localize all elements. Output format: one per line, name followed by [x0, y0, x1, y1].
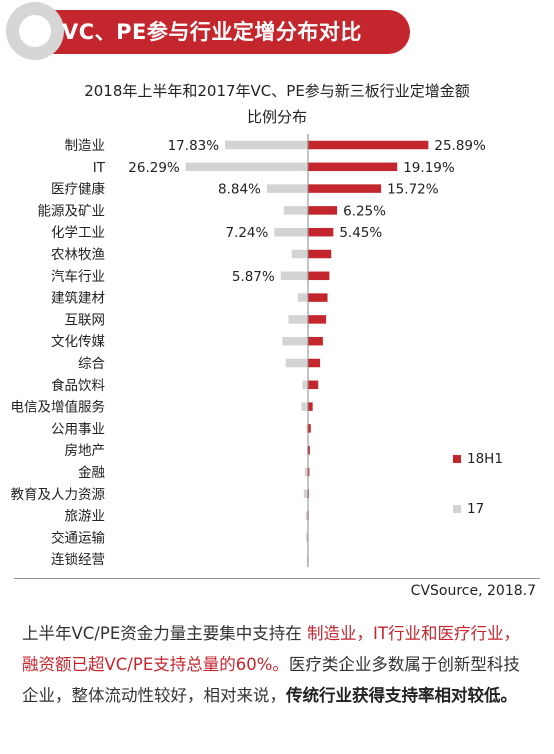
bar-2017	[285, 358, 308, 368]
bar-18h1	[308, 380, 319, 390]
category-label: 公用事业	[51, 421, 105, 437]
bar-2017	[274, 227, 308, 237]
data-label-18h1: 19.19%	[403, 160, 455, 176]
bar-2017	[225, 140, 308, 150]
bar-18h1	[308, 358, 321, 368]
source-note: CVSource, 2018.7	[410, 583, 536, 599]
legend-18h1-label: 18H1	[467, 451, 503, 467]
bar-2017	[280, 271, 308, 281]
bar-2017	[302, 380, 308, 390]
bar-18h1	[308, 271, 330, 281]
legend-2017-label: 17	[467, 501, 484, 517]
category-label: 农林牧渔	[51, 247, 105, 263]
bar-18h1	[308, 140, 429, 150]
category-label: 旅游业	[65, 509, 106, 525]
chart-title-line-2: 比例分布	[246, 108, 307, 126]
bar-2017	[301, 402, 308, 411]
legend-18h1-swatch	[453, 455, 461, 463]
bar-2017	[288, 315, 308, 324]
bar-18h1	[308, 206, 338, 215]
bar-2017	[297, 293, 308, 302]
category-label: 能源及矿业	[38, 203, 106, 219]
category-label: 食品饮料	[51, 377, 105, 394]
bar-18h1	[308, 402, 313, 411]
legend-2017-swatch	[453, 505, 461, 513]
bar-18h1	[308, 293, 328, 302]
bar-18h1	[308, 315, 327, 324]
bar-18h1	[308, 249, 332, 259]
category-label: 建筑建材	[51, 291, 105, 307]
data-label-2017: 26.29%	[128, 160, 180, 176]
bar-18h1	[308, 424, 311, 433]
butterfly-bar-chart: 制造业 17.83% 25.89% IT 26.29% 19.19% 医疗健康 8.84% 15…	[11, 134, 503, 568]
bar-2017	[305, 511, 308, 520]
category-label: 化学工业	[51, 225, 105, 241]
category-label: 互联网	[65, 312, 106, 328]
category-label: 金融	[78, 465, 105, 481]
category-label: 综合	[78, 356, 105, 372]
category-label: 教育及人力资源	[11, 487, 106, 503]
bar-18h1	[308, 336, 323, 346]
bar-2017	[306, 533, 308, 542]
category-label: 房地产	[65, 443, 106, 459]
category-label: 交通运输	[51, 529, 105, 546]
category-label: 医疗健康	[51, 181, 105, 198]
page-title: VC、PE参与行业定增分布对比	[62, 20, 362, 44]
summary-part-3: 医疗类企业多数属于创新型科技企业，整体流动性较好，相对来说，	[22, 655, 520, 705]
data-label-18h1: 6.25%	[343, 203, 386, 219]
data-label-18h1: 25.89%	[434, 138, 486, 154]
bar-18h1	[308, 184, 382, 193]
bar-2017	[306, 424, 308, 433]
category-label: IT	[93, 160, 106, 176]
summary-part-1: 上半年VC/PE资金力量主要集中支持在	[22, 624, 307, 643]
category-label: 汽车行业	[51, 268, 105, 285]
data-label-2017: 7.24%	[225, 225, 268, 241]
data-label-18h1: 15.72%	[387, 182, 439, 198]
data-label-2017: 8.84%	[218, 182, 261, 198]
bar-2017	[185, 162, 308, 172]
bar-18h1	[308, 467, 310, 477]
summary-text: 上半年VC/PE资金力量主要集中支持在 制造业，IT行业和医疗行业，融资额已超V…	[22, 618, 532, 711]
header-banner	[30, 10, 410, 54]
bar-2017	[283, 206, 308, 215]
header-circle-decoration	[6, 2, 64, 60]
bar-2017	[304, 467, 308, 477]
bar-18h1	[308, 162, 398, 172]
data-label-18h1: 5.45%	[339, 225, 382, 241]
data-label-2017: 17.83%	[168, 138, 220, 154]
data-label-2017: 5.87%	[232, 269, 275, 285]
summary-highlight-bold: 传统行业获得支持率相对较低。	[286, 686, 517, 705]
bar-18h1	[308, 445, 310, 455]
summary-highlight-red: 制造业，IT行业和医疗行业，融资额已超VC/PE支持总量的60%。	[22, 624, 520, 674]
category-label: 文化传媒	[51, 334, 105, 350]
category-label: 制造业	[65, 138, 106, 154]
bar-2017	[303, 489, 308, 499]
bar-2017	[282, 336, 308, 346]
category-label: 电信及增值服务	[11, 400, 106, 416]
bar-2017	[266, 184, 308, 193]
category-label: 连锁经营	[51, 552, 105, 568]
divider	[14, 578, 540, 579]
chart-title-line-1: 2018年上半年和2017年VC、PE参与新三板行业定增金额	[84, 82, 470, 100]
bar-18h1	[308, 227, 334, 237]
bar-2017	[291, 249, 308, 259]
